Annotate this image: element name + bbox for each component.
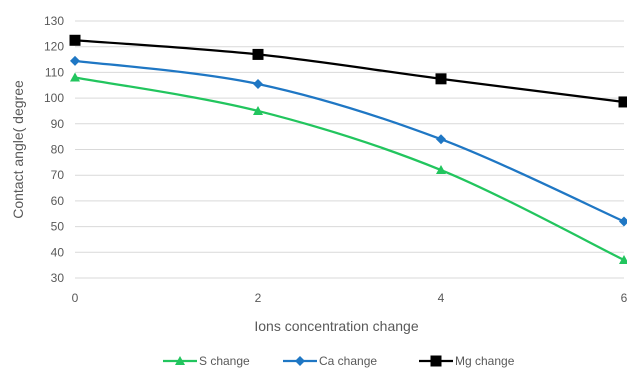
data-point xyxy=(69,34,81,46)
data-point xyxy=(619,255,627,265)
series-line xyxy=(74,39,625,104)
series-line xyxy=(74,76,625,262)
series-group xyxy=(69,34,627,265)
legend-item: S change xyxy=(163,354,250,368)
y-tick-label: 60 xyxy=(51,194,65,208)
y-tick-label: 70 xyxy=(51,168,65,182)
y-tick-label: 110 xyxy=(45,65,64,79)
legend-label: Ca change xyxy=(319,354,377,368)
data-point xyxy=(253,105,263,115)
x-tick-label: 2 xyxy=(255,291,262,305)
data-point xyxy=(70,55,80,66)
x-tick-label: 0 xyxy=(72,291,79,305)
data-point xyxy=(70,72,80,82)
x-tick-label: 4 xyxy=(438,291,445,305)
series-s-change xyxy=(70,72,627,265)
data-point xyxy=(619,216,627,227)
data-point xyxy=(253,78,263,89)
series-ca-change xyxy=(70,55,627,227)
legend-label: Mg change xyxy=(455,354,515,368)
data-point xyxy=(436,165,446,175)
y-axis-title: Contact angle( degree xyxy=(10,80,26,219)
y-tick-label: 130 xyxy=(44,14,64,28)
y-tick-label: 80 xyxy=(51,143,65,157)
x-tick-label: 6 xyxy=(621,291,627,305)
data-point xyxy=(436,134,446,145)
series-mg-change xyxy=(69,34,627,108)
legend-marker xyxy=(295,356,305,366)
y-axis-ticks: 30 40 50 60 70 80 90 100 110 120 130 xyxy=(44,14,64,285)
y-tick-label: 100 xyxy=(44,91,64,105)
x-axis-ticks: 0 2 4 6 xyxy=(72,291,627,305)
data-point xyxy=(252,48,264,60)
series-line xyxy=(74,59,625,223)
legend-marker xyxy=(175,356,185,365)
y-tick-label: 40 xyxy=(51,245,65,259)
legend-item: Mg change xyxy=(419,354,515,368)
legend-label: S change xyxy=(199,354,250,368)
legend-marker xyxy=(430,355,442,367)
legend: S change Ca change Mg change xyxy=(163,354,515,368)
y-tick-label: 30 xyxy=(51,271,65,285)
y-tick-label: 50 xyxy=(51,220,65,234)
data-point xyxy=(435,73,447,85)
x-axis-title: Ions concentration change xyxy=(254,318,418,334)
gridlines xyxy=(75,20,624,253)
y-tick-label: 120 xyxy=(44,40,64,54)
legend-item: Ca change xyxy=(283,354,377,368)
y-tick-label: 90 xyxy=(51,117,65,131)
data-point xyxy=(618,96,627,108)
